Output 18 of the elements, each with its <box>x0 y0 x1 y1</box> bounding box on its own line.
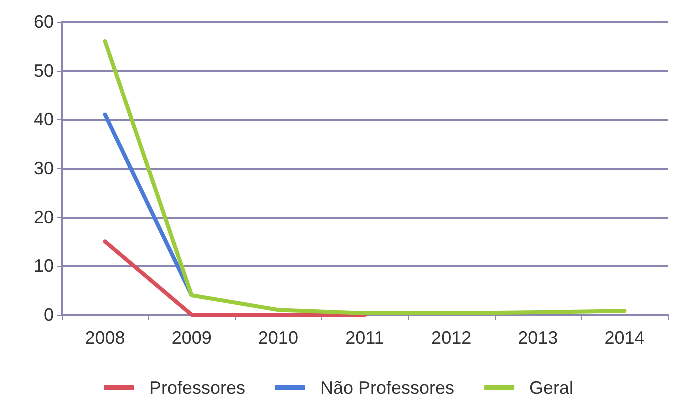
x-tick-label: 2010 <box>258 328 298 348</box>
y-tick-label: 30 <box>34 158 54 178</box>
legend-label: Geral <box>530 378 574 398</box>
line-series <box>103 40 627 316</box>
x-tick-label: 2011 <box>346 328 384 348</box>
y-tick-label: 60 <box>34 12 54 32</box>
y-tick-label: 0 <box>44 305 54 325</box>
x-tick-label: 2008 <box>85 328 126 348</box>
y-tick-label: 10 <box>34 256 54 276</box>
x-tick-label: 2012 <box>432 328 472 348</box>
y-tick-label: 40 <box>34 110 54 130</box>
legend-label: Professores <box>149 378 246 398</box>
x-tick-label: 2014 <box>604 328 645 348</box>
x-tick-label: 2013 <box>518 328 558 348</box>
y-tick-label: 20 <box>34 207 54 228</box>
legend-label: Não Professores <box>320 378 455 398</box>
y-tick-label: 50 <box>34 60 54 81</box>
x-tick-label: 2009 <box>172 328 212 348</box>
